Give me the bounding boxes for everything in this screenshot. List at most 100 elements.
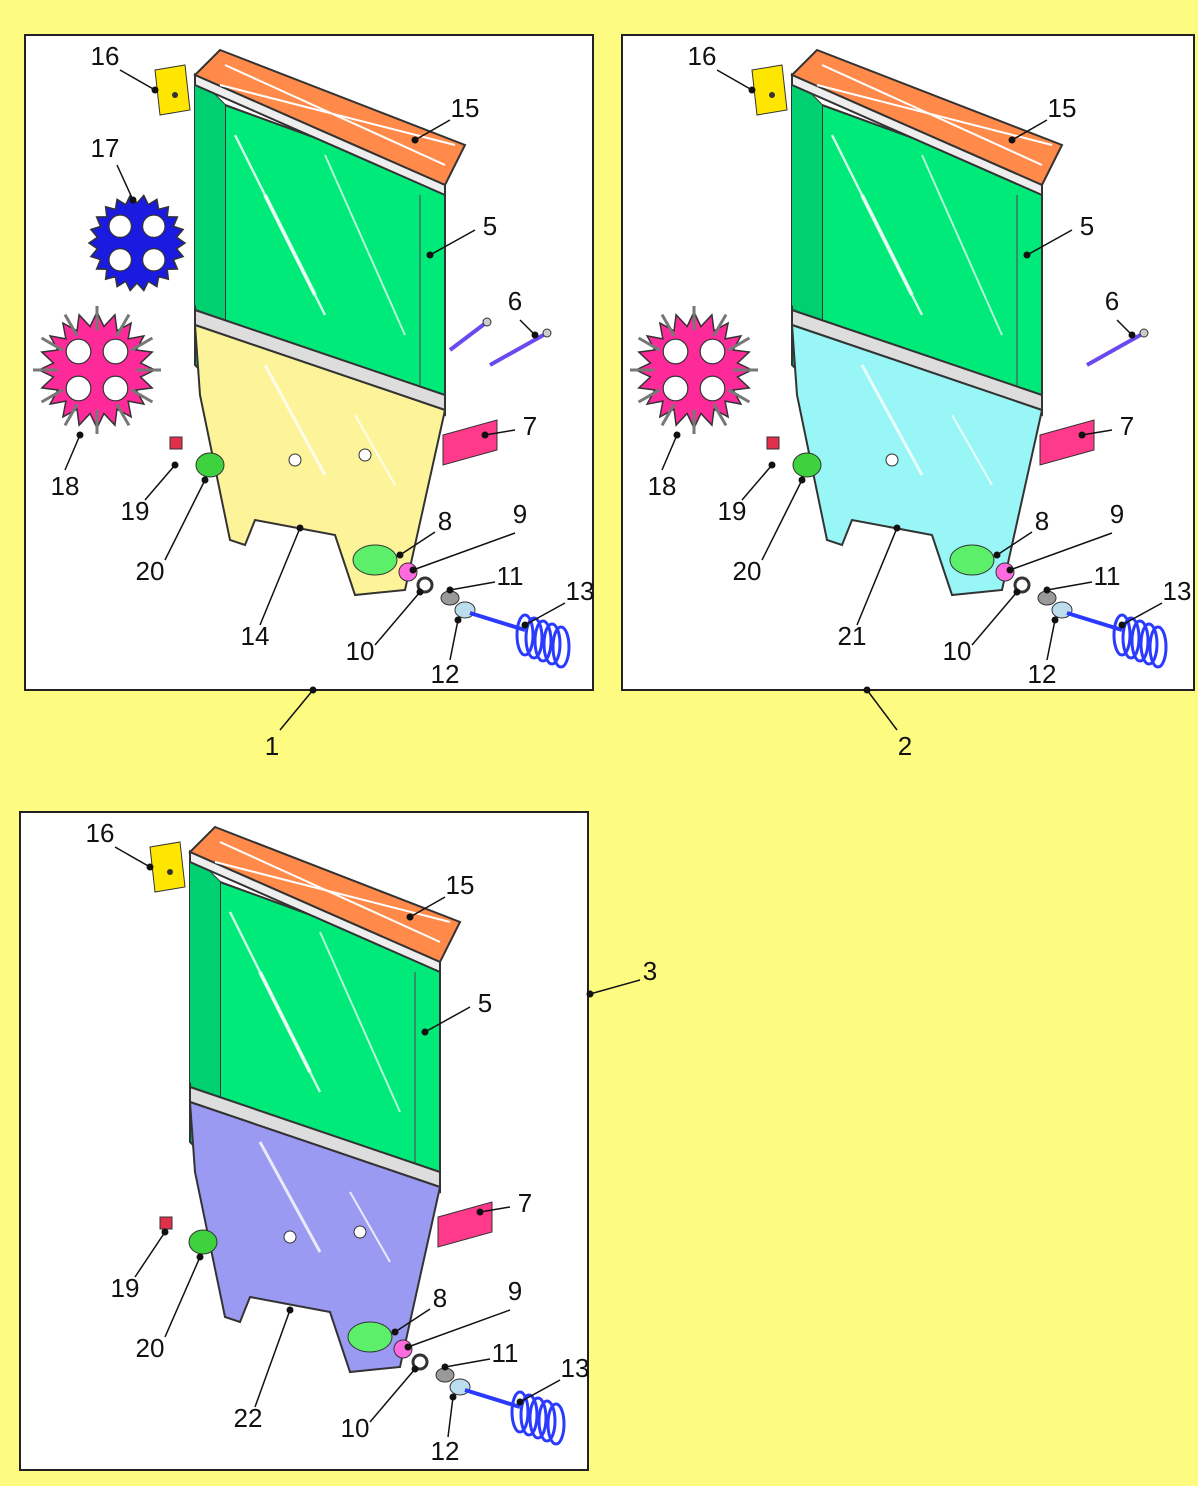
glare (258, 971, 312, 1073)
part-label-5: 5 (483, 211, 497, 241)
leader-line (369, 1368, 416, 1423)
auger-shaft (464, 1388, 521, 1409)
leader-line (144, 464, 176, 501)
leader-line (424, 1006, 471, 1033)
lid-rim (791, 73, 1043, 197)
gear-hole (699, 375, 726, 402)
lid-line (214, 861, 451, 923)
gear-icon (87, 194, 187, 292)
screw-head (1139, 328, 1149, 338)
leader-line (429, 229, 476, 256)
hopper-icon (790, 308, 1044, 597)
gear-pin (130, 388, 154, 404)
hopper-icon (193, 308, 447, 597)
screw-icon (489, 331, 548, 367)
lid-line (816, 84, 1053, 146)
leader-line (1081, 429, 1113, 436)
auger-coil (1112, 613, 1132, 657)
part-label-12: 12 (431, 1436, 460, 1466)
part-label-22: 22 (234, 1403, 263, 1433)
part-label-18: 18 (51, 471, 80, 501)
leader-dot (1118, 621, 1126, 629)
gear-pin (712, 313, 728, 337)
leader-line (116, 164, 134, 201)
leader-dot (768, 461, 776, 469)
glare (263, 364, 327, 476)
part-label-9: 9 (1110, 499, 1124, 529)
leader-line (447, 1396, 454, 1438)
gear-pin (115, 313, 131, 337)
part-label-19: 19 (121, 496, 150, 526)
spring-auger-icon (1066, 611, 1168, 669)
auger-coil (1121, 616, 1141, 660)
part-label-7: 7 (518, 1188, 532, 1218)
assembly-2: 5 6 7 8 9 10 11 12 13 15 16 18 19 20 21 2 (621, 34, 1195, 761)
leader-dot (1013, 588, 1021, 596)
leader-dot (798, 476, 806, 484)
screw-icon (1086, 331, 1145, 367)
sleeve-icon (195, 452, 225, 478)
washer-icon (1013, 576, 1031, 594)
leader-line (1011, 119, 1048, 141)
leader-line (1046, 581, 1093, 591)
leader-dot (446, 586, 454, 594)
gear-hole (662, 338, 689, 365)
knob-icon (169, 436, 183, 450)
leader-dot (151, 86, 159, 94)
leader-dot (411, 136, 419, 144)
assembly-1: 5 6 7 8 9 10 11 12 13 15 16 17 18 19 20 14 1 (24, 34, 594, 761)
leader-line (407, 1309, 511, 1348)
glare (354, 414, 396, 486)
leader-line (519, 319, 536, 336)
container-shade (792, 75, 822, 335)
hopper-hole (885, 453, 899, 467)
part-label-19: 19 (718, 496, 747, 526)
leader-line (259, 527, 301, 626)
gear-hole (65, 338, 92, 365)
leader-dot (1078, 431, 1086, 439)
bracket-icon (154, 64, 191, 116)
bracket-hole (769, 92, 775, 98)
leader-line (589, 979, 641, 995)
gear-pin (115, 403, 131, 427)
hopper-hole (358, 448, 372, 462)
part-label-11: 11 (1094, 561, 1121, 591)
leader-dot (441, 1363, 449, 1371)
part-label-20: 20 (136, 556, 165, 586)
gear-hole (108, 248, 132, 272)
leader-dot (76, 431, 84, 439)
screw-icon (448, 320, 489, 352)
leader-line (374, 591, 421, 646)
auger-coil (510, 1390, 530, 1434)
glare (860, 364, 924, 476)
leader-line (394, 1308, 431, 1333)
leader-dot (146, 863, 154, 871)
container-icon (791, 72, 1043, 417)
auger-coil (524, 616, 544, 660)
leader-dot (416, 588, 424, 596)
leader-dot (516, 1398, 524, 1406)
bracket-body (154, 64, 191, 116)
leader-dot (426, 251, 434, 259)
assembly-number: 2 (898, 731, 912, 761)
knob-icon (159, 1216, 173, 1230)
spring-auger-icon (469, 611, 571, 669)
leader-line (114, 846, 151, 868)
outlet-parts (352, 544, 571, 669)
sleeve-icon (792, 452, 822, 478)
leader-line (399, 531, 436, 556)
container-shade (190, 852, 220, 1112)
lid-icon (790, 48, 1064, 197)
glare (349, 1191, 391, 1263)
leader-line (1026, 229, 1073, 256)
auger-coil (546, 1402, 566, 1446)
glare (258, 1141, 322, 1253)
lid-rim (189, 850, 441, 974)
bracket-hole (172, 92, 178, 98)
outlet-parts (347, 1321, 566, 1446)
auger-coil (551, 625, 571, 669)
label-plate-icon (1039, 419, 1095, 466)
part-label-9: 9 (513, 499, 527, 529)
leader-line (412, 532, 516, 571)
